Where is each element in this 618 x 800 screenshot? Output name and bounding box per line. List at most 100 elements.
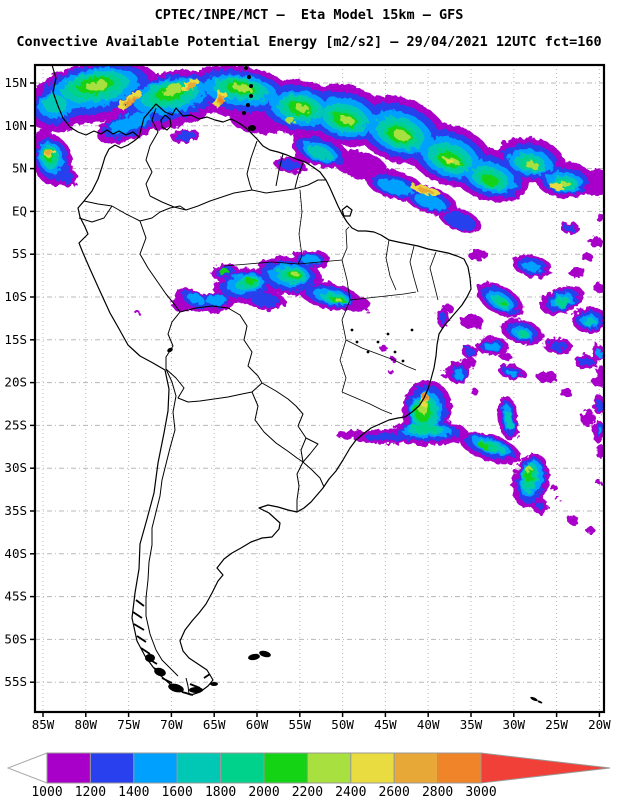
lon-label: 30W	[503, 717, 526, 732]
colorbar-label: 1400	[118, 785, 149, 800]
cape-cell	[440, 312, 446, 324]
state-border	[429, 251, 439, 301]
country-border	[179, 305, 263, 384]
cape-cell	[525, 160, 539, 170]
cape-cell	[414, 193, 446, 211]
cape-cell	[460, 315, 484, 329]
cape-cell	[412, 425, 438, 433]
fjord-coast	[136, 635, 147, 643]
cape-cell	[549, 341, 567, 351]
map-dot	[376, 340, 380, 344]
island	[244, 66, 248, 70]
state-border	[223, 261, 299, 267]
cape-cell	[596, 445, 603, 459]
colorbar-label: 2800	[422, 785, 453, 800]
lat-label: 20S	[4, 375, 27, 390]
country-border	[149, 189, 253, 211]
cape-cell	[481, 174, 499, 186]
colorbar-segment	[350, 752, 395, 784]
country-border	[302, 437, 319, 463]
map-dot	[366, 350, 370, 354]
lat-label: 40S	[4, 546, 27, 561]
cape-cell	[245, 277, 257, 285]
lon-label: 85W	[32, 717, 55, 732]
cape-cell	[285, 117, 295, 123]
cape-shaded-field	[36, 66, 603, 533]
cape-cell	[379, 345, 387, 351]
island	[247, 75, 251, 79]
fjord-coast	[153, 667, 165, 675]
cape-cell	[336, 430, 368, 440]
cape-cell	[596, 214, 603, 222]
lon-label: 60W	[246, 717, 269, 732]
coastline	[160, 114, 172, 131]
plot-frame	[33, 63, 606, 714]
lon-label: 80W	[75, 717, 98, 732]
cape-cell	[185, 82, 197, 90]
cape-cell	[377, 178, 413, 196]
country-border	[261, 382, 307, 463]
island	[537, 700, 543, 704]
map-dot	[401, 359, 405, 363]
cape-cell	[110, 112, 150, 134]
fjord-coast	[146, 657, 158, 665]
country-border	[139, 220, 181, 313]
cape-cell	[127, 98, 137, 106]
colorbar-right-arrow	[480, 752, 611, 784]
country-border	[246, 140, 258, 191]
cape-cell	[170, 298, 190, 314]
lat-label: 55S	[4, 674, 27, 689]
lat-label: EQ	[12, 203, 27, 218]
cape-cell	[578, 358, 594, 366]
lat-label: 15S	[4, 332, 27, 347]
cape-cell	[219, 98, 223, 104]
cape-cell	[589, 237, 603, 247]
lat-label: 35S	[4, 503, 27, 518]
cape-cell	[522, 261, 542, 273]
axis-labels: 15N 10N 5N EQ 5S 10S 15S 20S 25S 30S 35S 40S 45S 50S 5…	[4, 75, 611, 732]
colorbar-label: 1600	[162, 785, 193, 800]
cape-cell	[548, 182, 564, 190]
cape-cell	[568, 267, 586, 277]
cape-cell	[564, 224, 576, 232]
cape-cell	[295, 103, 309, 113]
lon-label: 50W	[331, 717, 354, 732]
colorbar-segment	[133, 752, 178, 784]
cape-cell	[279, 159, 301, 171]
map-border	[33, 63, 606, 714]
fjord-coast	[203, 673, 211, 679]
country-border	[251, 391, 304, 463]
lon-label: 55W	[289, 717, 312, 732]
geography-layer	[51, 64, 543, 704]
lon-label: 35W	[460, 717, 483, 732]
colorbar-segment	[437, 752, 482, 784]
colorbar-label: 2000	[248, 785, 279, 800]
cape-cell	[443, 304, 453, 312]
cape-cell	[505, 410, 513, 430]
colorbar-label: 1000	[31, 785, 62, 800]
cape-cell	[206, 294, 226, 306]
island	[167, 347, 173, 353]
lon-label: 65W	[203, 717, 226, 732]
cape-cell	[537, 371, 557, 383]
fjord-coast	[181, 691, 194, 696]
state-border	[349, 291, 417, 301]
island	[530, 696, 538, 702]
island	[210, 682, 218, 686]
country-border	[185, 677, 190, 695]
state-border	[339, 299, 351, 393]
country-border	[165, 368, 263, 403]
cape-cell	[233, 83, 251, 93]
map-dot	[350, 328, 354, 332]
fjord-coast	[189, 683, 201, 689]
cape-cell	[388, 370, 394, 374]
fjord-coast	[135, 599, 145, 607]
coastline	[341, 205, 353, 217]
cape-cell	[86, 80, 108, 92]
cape-cell	[506, 369, 518, 377]
cape-cell	[584, 318, 596, 326]
fjord-coast	[132, 611, 143, 619]
country-border	[165, 311, 181, 369]
